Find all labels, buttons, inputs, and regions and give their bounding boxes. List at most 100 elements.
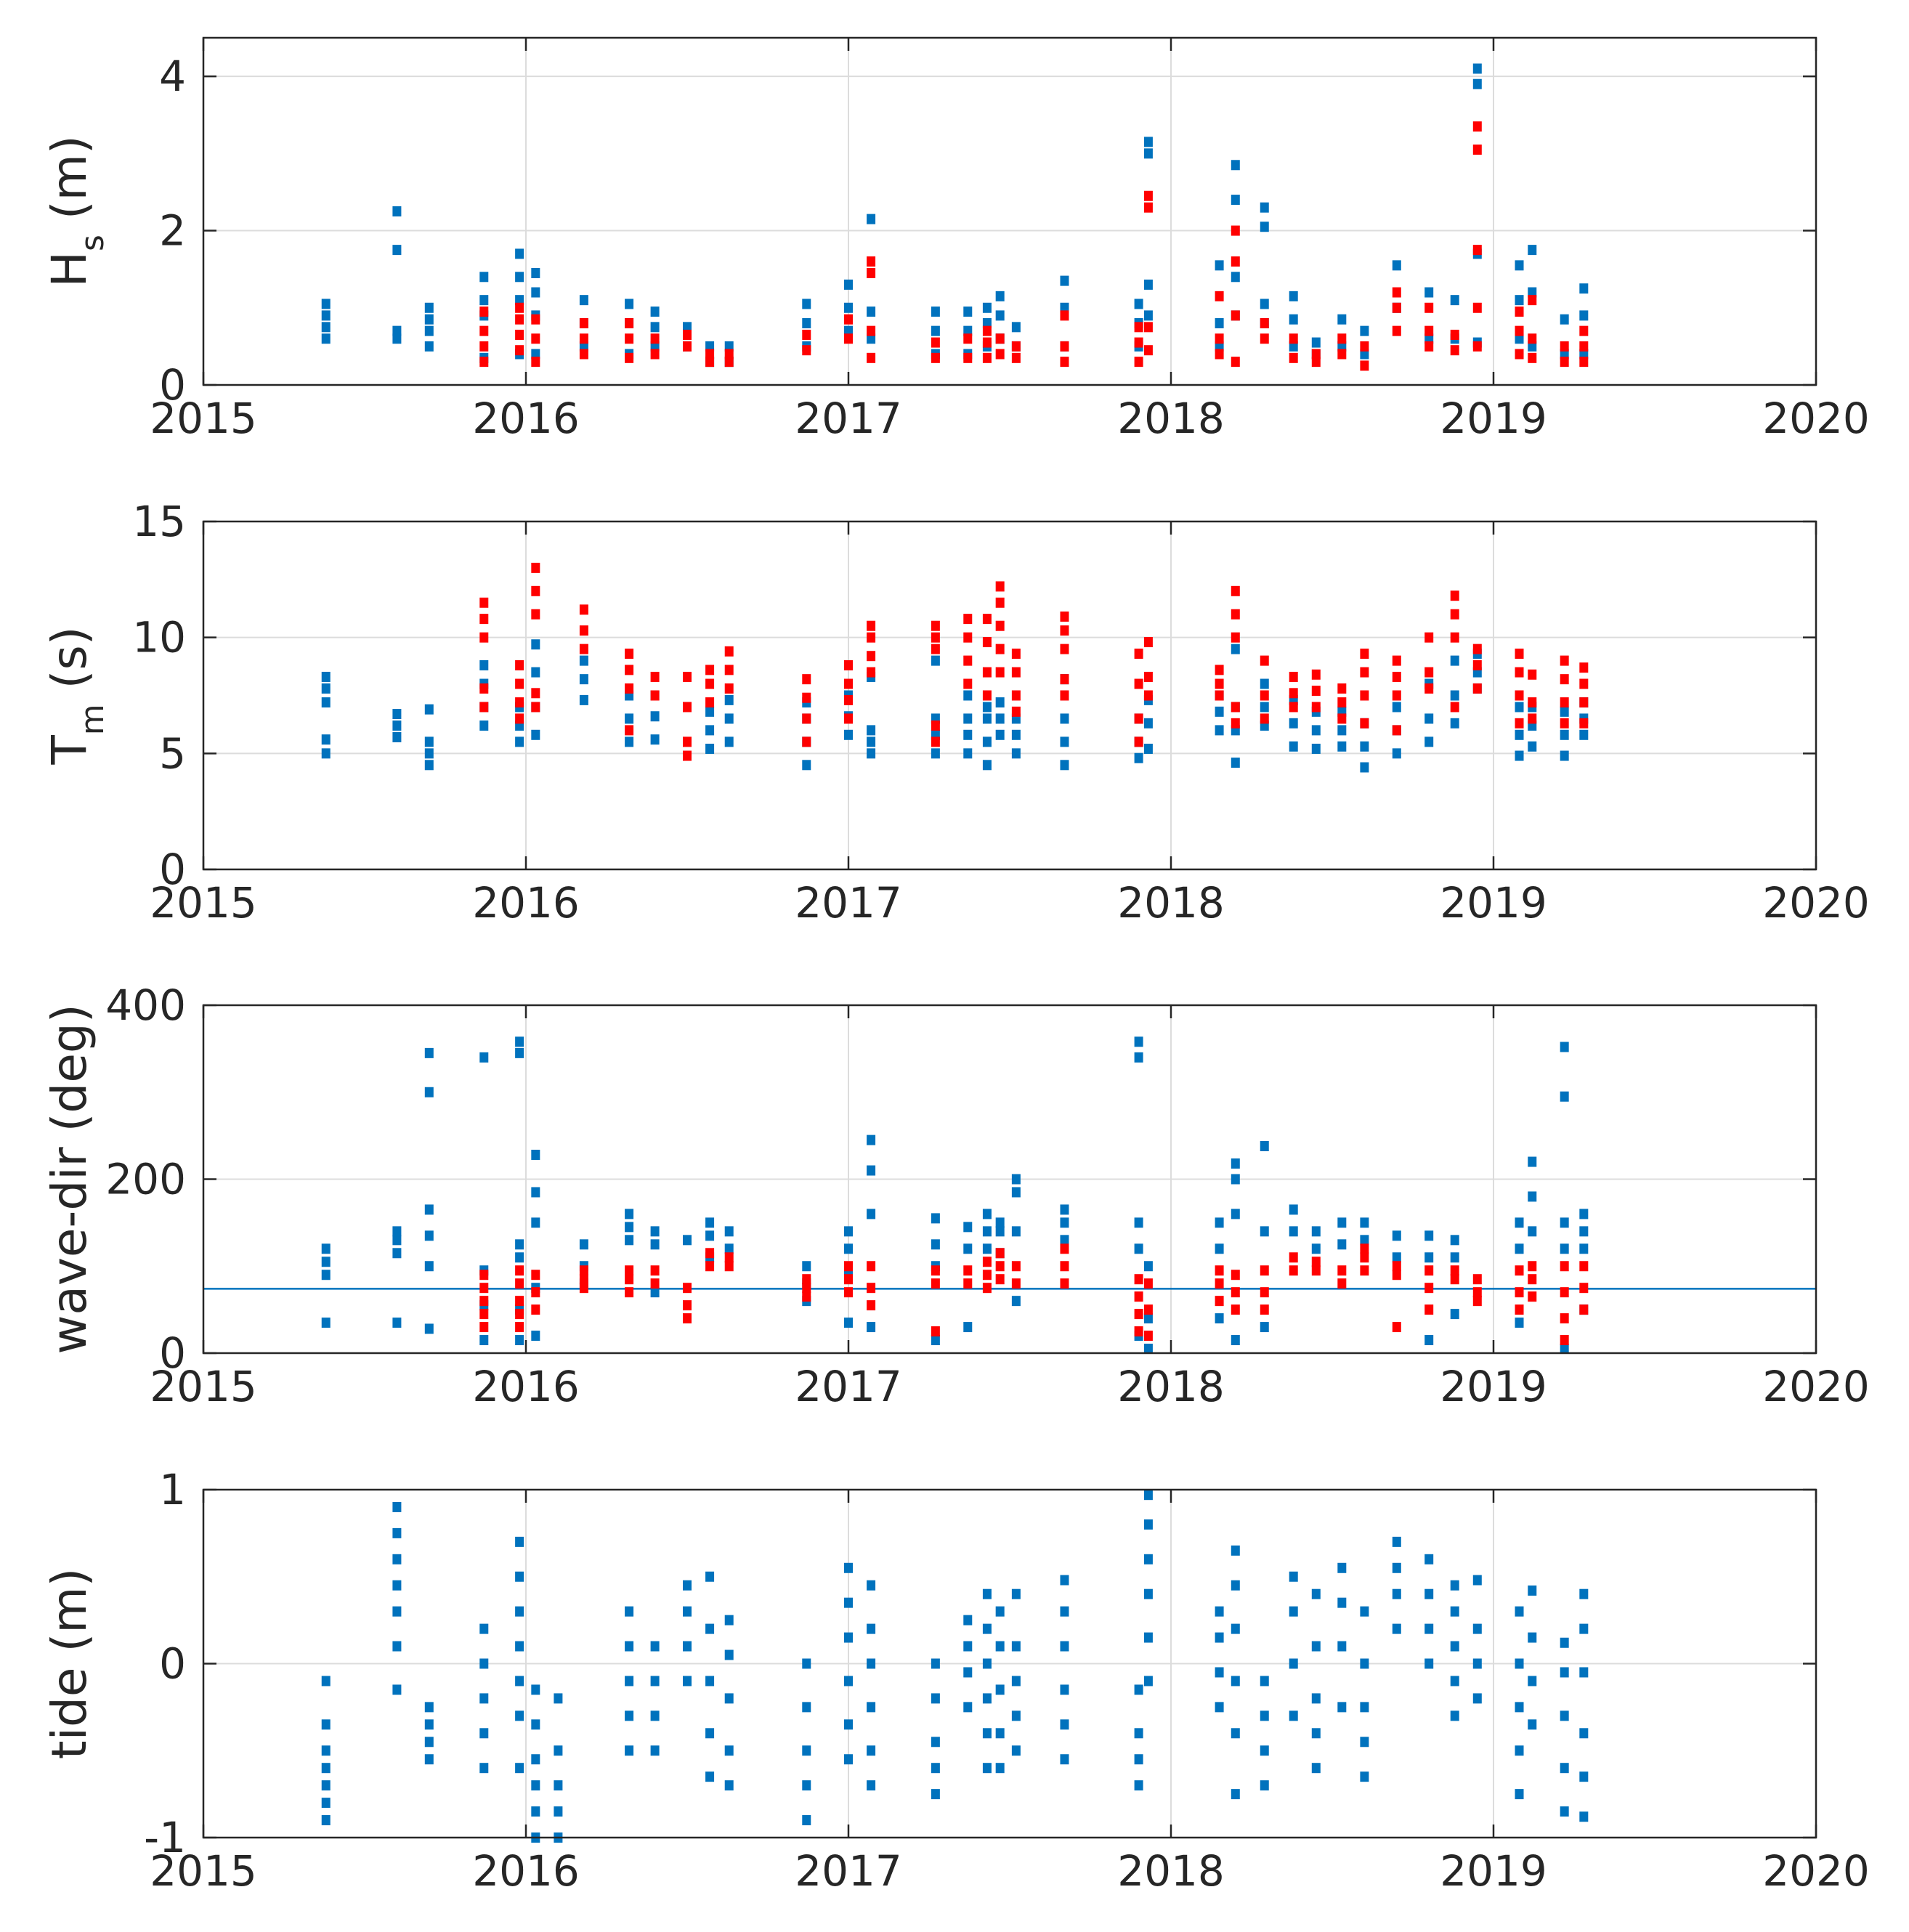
hs-blue-point-95	[1424, 287, 1434, 298]
wave-dir-blue-point-22	[515, 1047, 524, 1058]
tm-red-point-27	[705, 697, 715, 708]
wave-dir-blue-point-55	[931, 1335, 940, 1346]
wave-dir-blue-point-54	[867, 1135, 876, 1145]
wave-dir-blue-point-90	[1260, 1322, 1269, 1333]
wave-dir-blue-point-13	[424, 1047, 434, 1058]
wave-dir-red-point-95	[1560, 1335, 1569, 1346]
wave-dir-blue-point-107	[1450, 1252, 1459, 1263]
wave-dir-red-point-13	[579, 1283, 588, 1294]
tm-blue-point-71	[1134, 752, 1143, 763]
tm-axes-frame	[202, 520, 1817, 871]
tm-blue-point-37	[724, 694, 734, 705]
tm-red-point-65	[1011, 667, 1021, 678]
hs-blue-point-40	[802, 318, 811, 329]
tide-blue-point-75	[867, 1780, 876, 1791]
tm-red-point-64	[1011, 690, 1021, 701]
tide-blue-point-9	[392, 1606, 402, 1617]
tide-blue-point-98	[995, 1684, 1005, 1695]
tm-red-point-73	[1134, 713, 1143, 724]
tide-blue-point-76	[867, 1745, 876, 1756]
hs-ytick-label-1: 2	[159, 206, 186, 256]
hs-red-point-2	[479, 325, 489, 336]
hs-red-point-13	[579, 318, 588, 329]
hs-red-point-36	[963, 333, 973, 344]
hs-blue-point-70	[1143, 148, 1153, 159]
hs-red-point-77	[1450, 345, 1459, 356]
hs-red-point-21	[705, 357, 715, 368]
wave-dir-red-point-56	[1134, 1274, 1143, 1285]
tm-blue-point-68	[1060, 736, 1069, 747]
wave-dir-blue-point-110	[1515, 1243, 1524, 1254]
wave-dir-blue-point-63	[982, 1226, 992, 1237]
tm-red-point-131	[1579, 662, 1589, 673]
hs-blue-point-108	[1560, 349, 1569, 360]
tm-red-point-100	[1360, 690, 1369, 701]
tide-blue-point-2	[321, 1780, 331, 1791]
hs-red-point-59	[1231, 256, 1240, 267]
hs-blue-point-82	[1260, 202, 1269, 213]
tm-red-point-115	[1472, 659, 1482, 670]
tide-ytick-label-1: 0	[159, 1639, 186, 1689]
wave-dir-blue-point-92	[1260, 1140, 1269, 1151]
tm-red-point-21	[650, 690, 660, 701]
hs-blue-point-102	[1515, 333, 1524, 344]
tm-xtick-label-2: 2017	[795, 878, 902, 928]
wave-dir-red-point-82	[1424, 1283, 1434, 1294]
hs-blue-point-52	[963, 325, 973, 336]
wave-dir-red-point-39	[931, 1265, 940, 1276]
tide-blue-point-55	[705, 1728, 715, 1739]
wave-dir-blue-point-100	[1360, 1217, 1369, 1228]
tm-red-point-38	[844, 694, 853, 705]
hs-red-point-24	[724, 349, 734, 360]
wave-dir-red-point-33	[844, 1261, 853, 1272]
hs-red-point-72	[1392, 302, 1401, 313]
tide-blue-point-73	[844, 1597, 853, 1608]
wave-dir-blue-point-0	[321, 1318, 331, 1328]
hs-red-point-76	[1424, 302, 1434, 313]
hs-blue-point-83	[1289, 341, 1298, 352]
tide-blue-point-82	[931, 1763, 940, 1774]
tide-xtick-label-1: 2016	[472, 1846, 580, 1896]
hs-blue-point-45	[867, 333, 876, 344]
tm-red-point-37	[844, 713, 853, 724]
tm-red-point-7	[515, 678, 524, 689]
hs-blue-point-109	[1560, 314, 1569, 325]
hs-red-point-94	[1579, 325, 1589, 336]
tm-red-point-17	[625, 725, 634, 736]
hs-blue-point-5	[392, 325, 402, 336]
wave-dir-xtick-label-2: 2017	[795, 1362, 902, 1411]
hs-red-point-39	[982, 325, 992, 336]
hs-red-point-60	[1231, 225, 1240, 236]
wave-dir-blue-point-84	[1215, 1243, 1224, 1254]
wave-dir-red-point-98	[1560, 1261, 1569, 1272]
tm-blue-point-8	[424, 760, 434, 771]
hs-blue-point-46	[867, 307, 876, 317]
tide-blue-point-147	[1337, 1597, 1347, 1608]
tm-blue-point-96	[1360, 762, 1369, 773]
hs-red-point-55	[1215, 333, 1224, 344]
wave-dir-blue-point-21	[515, 1239, 524, 1250]
tide-blue-point-185	[1579, 1811, 1589, 1822]
hs-red-point-66	[1311, 349, 1321, 360]
hs-red-point-28	[844, 314, 853, 325]
wave-dir-blue-point-93	[1289, 1226, 1298, 1237]
wave-dir-blue-point-24	[531, 1331, 540, 1342]
wave-dir-red-point-49	[1011, 1261, 1021, 1272]
wave-dir-blue-point-116	[1560, 1243, 1569, 1254]
tide-blue-point-62	[724, 1649, 734, 1660]
hs-red-point-67	[1337, 349, 1347, 360]
tm-xtick-label-3: 2018	[1117, 878, 1225, 928]
tm-xtick-label-0: 2015	[150, 878, 257, 928]
hs-red-point-4	[515, 345, 524, 356]
tide-blue-point-41	[625, 1745, 634, 1756]
tide-blue-point-96	[995, 1763, 1005, 1774]
hs-blue-point-56	[982, 302, 992, 313]
tide-blue-point-122	[1215, 1702, 1224, 1713]
tide-blue-point-91	[982, 1728, 992, 1739]
wave-dir-blue-point-113	[1528, 1191, 1537, 1202]
tide-blue-point-158	[1424, 1658, 1434, 1669]
tm-red-point-39	[844, 678, 853, 689]
tide-blue-point-187	[1579, 1728, 1589, 1739]
wave-dir-blue-point-28	[531, 1149, 540, 1160]
tide-blue-point-120	[1143, 1519, 1153, 1530]
